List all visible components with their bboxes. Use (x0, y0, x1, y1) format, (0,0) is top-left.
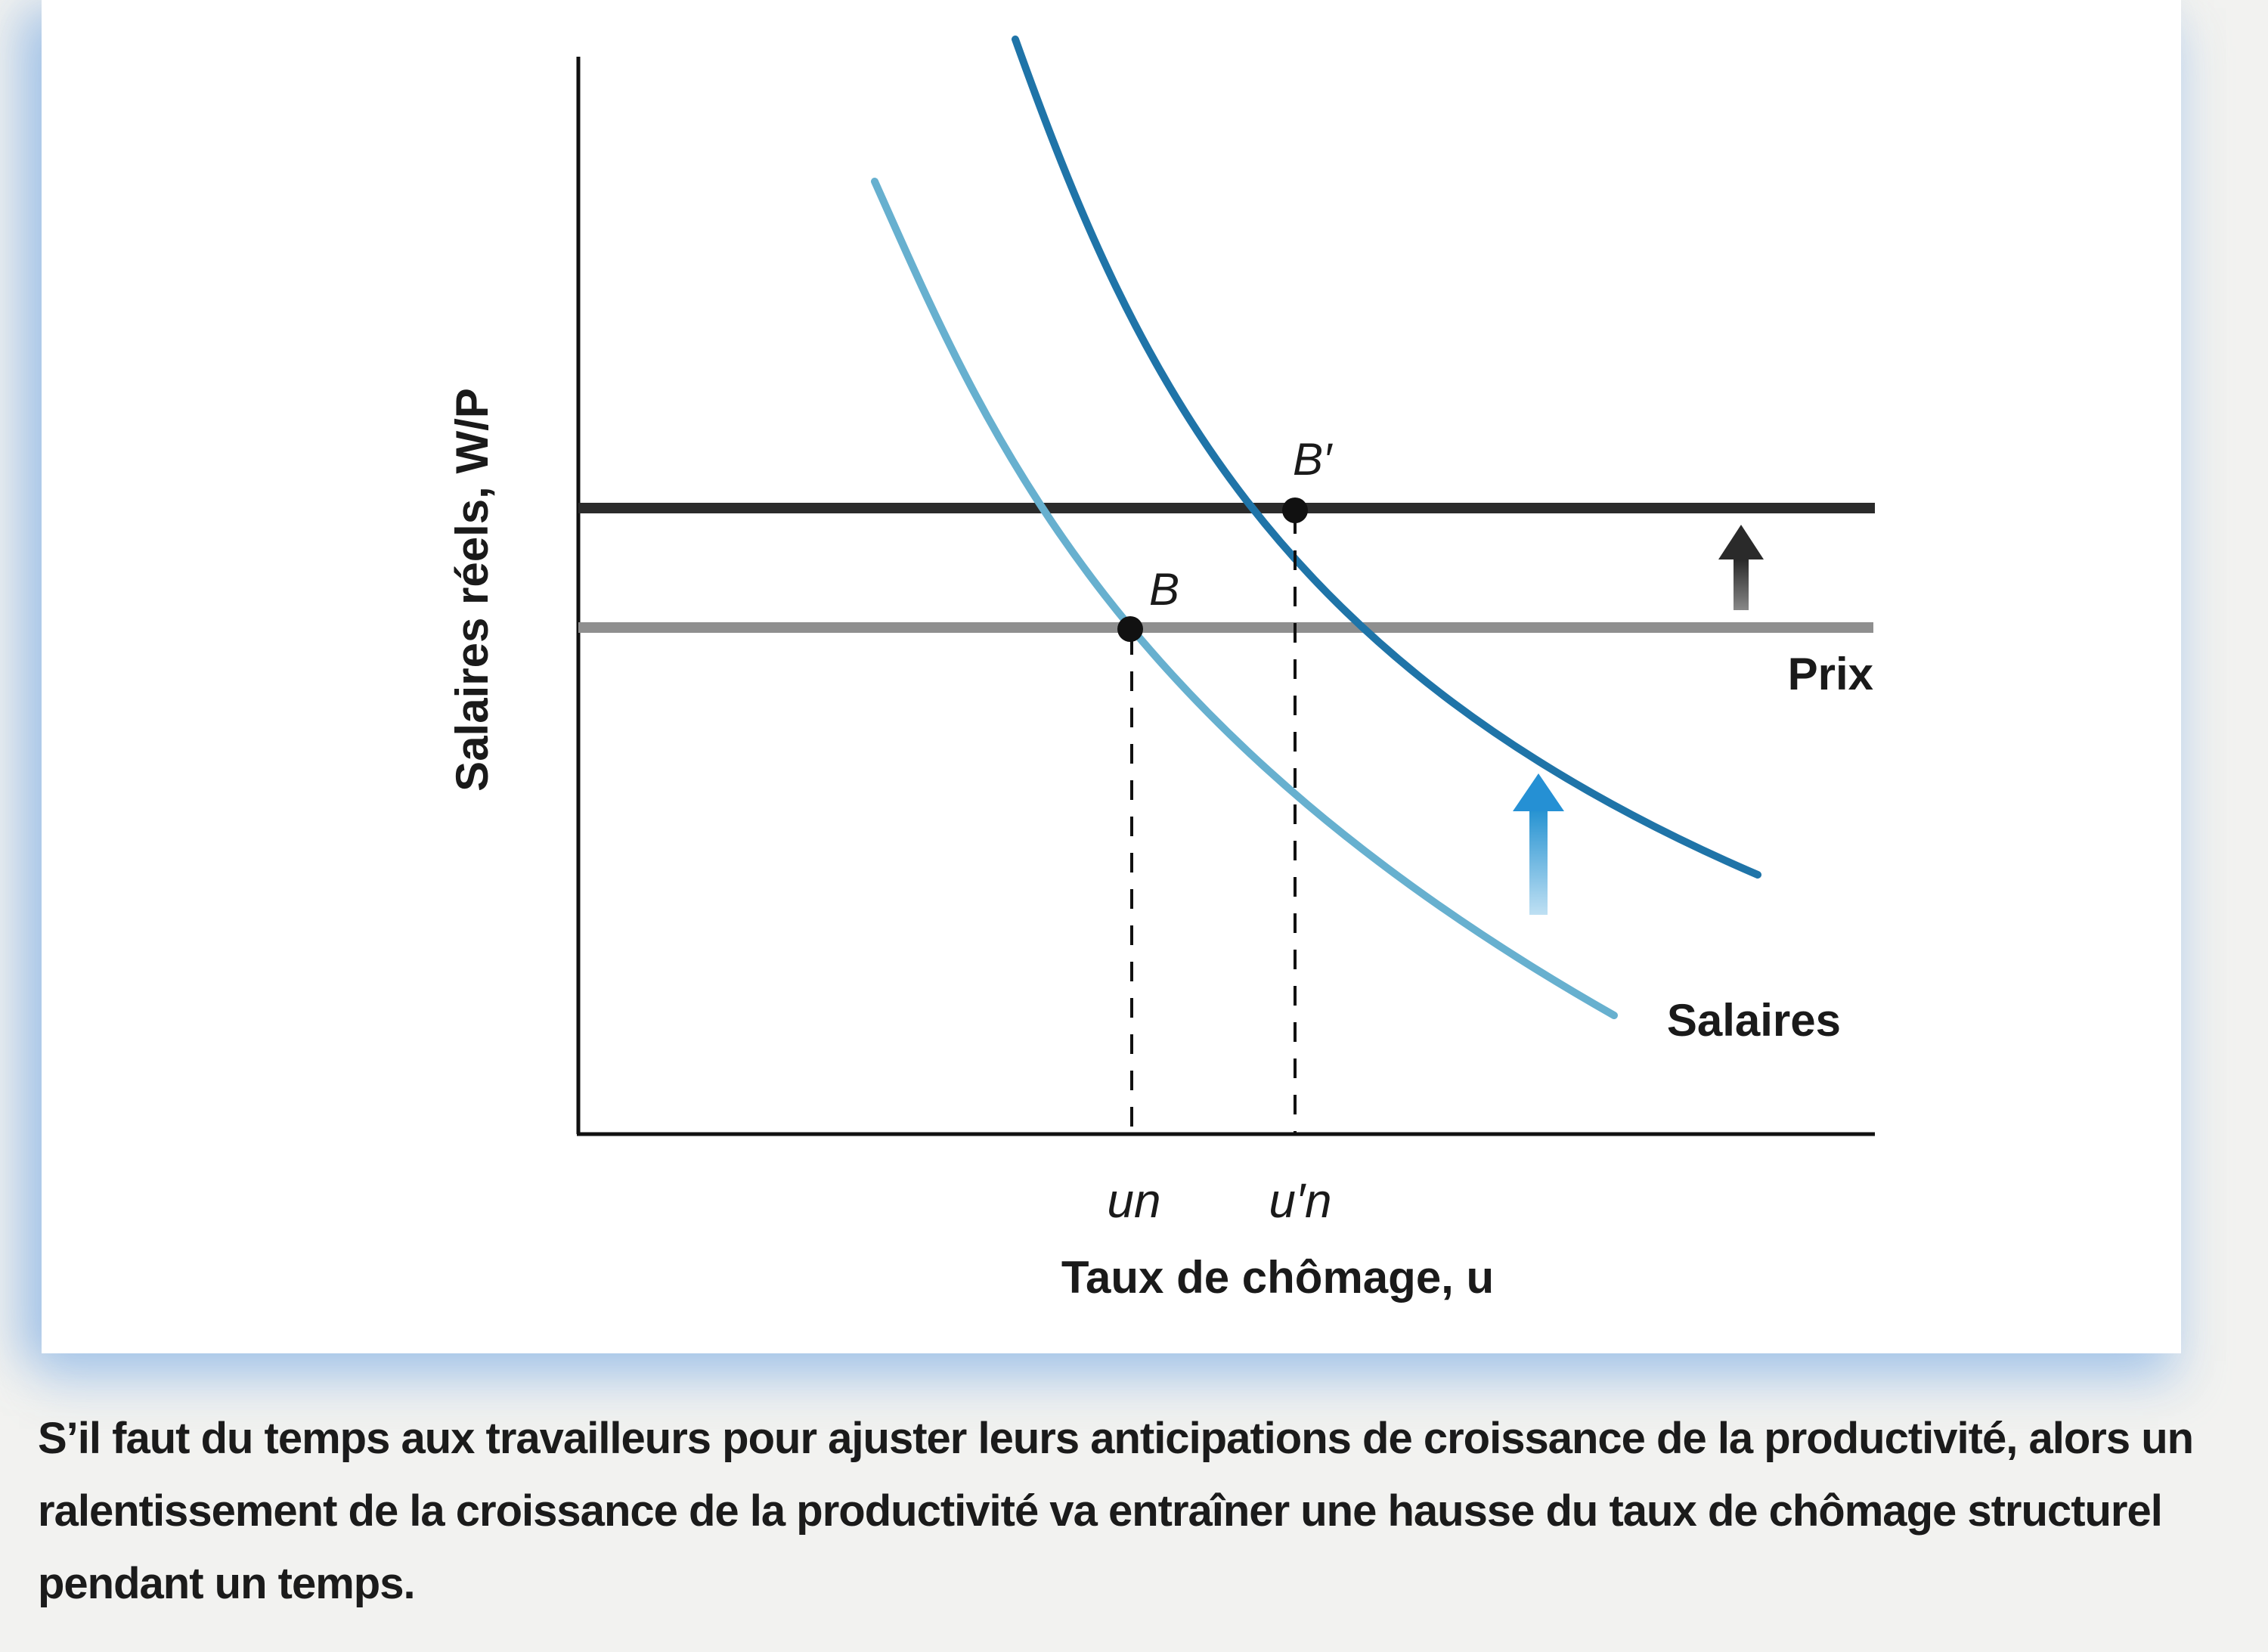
up-arrow-dark-icon (1718, 525, 1764, 610)
point-b-dot (1117, 616, 1143, 642)
prices-curve-label: Prix (1788, 649, 1873, 699)
point-b-prime-label: B′ (1293, 434, 1333, 485)
tick-label-un-prime: u′n (1269, 1173, 1331, 1228)
point-b-label: B (1149, 564, 1179, 615)
up-arrow-blue-icon (1513, 773, 1564, 915)
wage-curve-new (1012, 36, 1761, 879)
wage-curve-old (871, 178, 1618, 1019)
y-axis-label: Salaires réels, W/P (447, 388, 497, 792)
wage-price-diagram: B B′ Prix Salaires un u′n Taux de chômag… (447, 36, 1875, 1303)
point-b-prime-dot (1282, 497, 1308, 523)
figure-panel (42, 0, 2181, 1353)
figure-caption: S’il faut du temps aux travailleurs pour… (38, 1414, 2194, 1608)
tick-label-un: un (1107, 1173, 1160, 1228)
wages-curve-label: Salaires (1667, 995, 1841, 1046)
x-axis-label: Taux de chômage, u (1061, 1252, 1494, 1303)
